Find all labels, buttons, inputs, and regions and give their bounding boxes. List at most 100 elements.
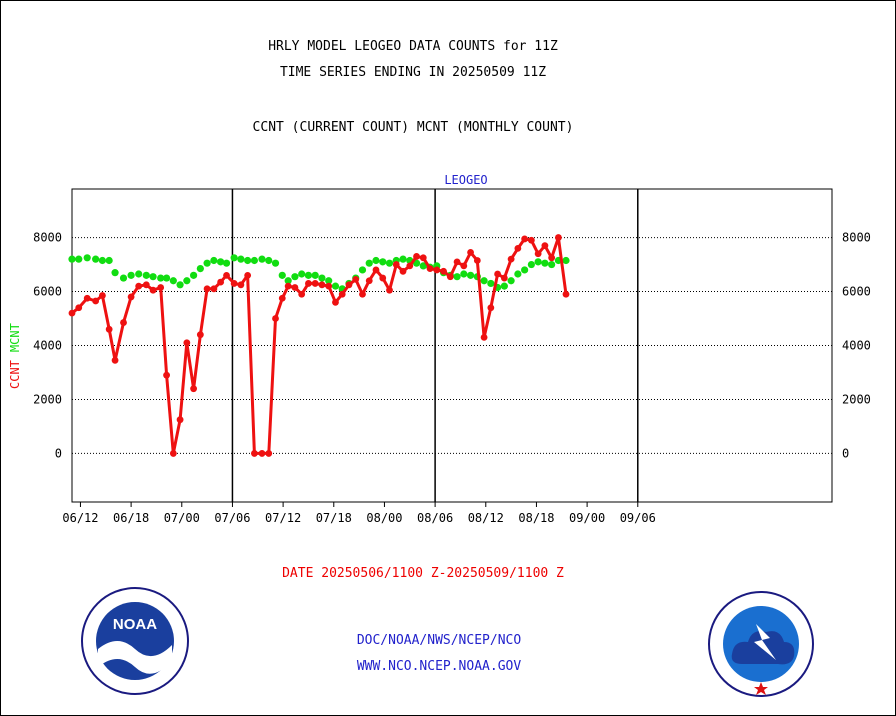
mcnt-point <box>196 264 204 273</box>
ccnt-point <box>311 280 319 287</box>
ccnt-point <box>190 385 198 393</box>
ccnt-point <box>169 450 177 457</box>
mcnt-point <box>331 282 340 290</box>
ccnt-point <box>555 234 562 241</box>
mcnt-point <box>453 273 461 281</box>
mcnt-point <box>514 270 522 278</box>
ccnt-point <box>527 236 535 244</box>
mcnt-point <box>265 256 273 265</box>
noaa-logo-wordmark: NOAA <box>113 616 157 633</box>
ccnt-point <box>105 325 113 333</box>
y-tick-label-left: 6000 <box>33 285 62 299</box>
ccnt-point <box>440 267 447 275</box>
ccnt-point <box>419 254 427 262</box>
ccnt-point <box>284 282 292 290</box>
ccnt-point <box>298 290 306 298</box>
mcnt-point <box>466 271 475 279</box>
ccnt-point <box>372 266 380 274</box>
mcnt-point <box>105 256 113 265</box>
mcnt-point <box>169 277 177 285</box>
y-tick-label-right: 4000 <box>842 339 871 353</box>
ccnt-point <box>223 271 230 279</box>
ccnt-point <box>386 286 393 294</box>
mcnt-point <box>278 271 286 279</box>
mcnt-point <box>562 256 570 265</box>
noaa-logo: NOAA <box>81 587 189 695</box>
y-tick-label-right: 2000 <box>842 392 871 406</box>
mcnt-point <box>203 259 211 267</box>
ccnt-point <box>413 253 420 260</box>
ccnt-point <box>426 265 434 272</box>
ccnt-point <box>258 450 266 457</box>
x-tick-label: 07/18 <box>316 511 352 525</box>
mcnt-point <box>157 274 165 282</box>
mcnt-point <box>298 270 306 278</box>
ccnt-point <box>318 281 326 289</box>
ccnt-point <box>272 315 279 322</box>
mcnt-point <box>142 271 150 279</box>
ccnt-point <box>399 267 407 275</box>
ccnt-point <box>135 282 143 290</box>
ccnt-point <box>338 290 346 298</box>
mcnt-point <box>487 279 495 288</box>
mcnt-point <box>127 271 135 279</box>
nws-logo-lightning <box>754 624 776 660</box>
mcnt-point <box>419 262 427 270</box>
x-tick-label: 06/12 <box>62 511 98 525</box>
ccnt-point <box>460 262 468 270</box>
noaa-logo-gull <box>98 641 172 674</box>
mcnt-point <box>92 255 100 263</box>
ccnt-point <box>433 266 441 274</box>
mcnt-point <box>372 256 380 265</box>
series-title: LEOGEO <box>444 173 487 187</box>
ccnt-point <box>446 273 454 281</box>
ccnt-point <box>541 242 549 250</box>
ccnt-point <box>244 271 252 279</box>
mcnt-point <box>385 259 394 267</box>
ccnt-point <box>507 255 515 263</box>
ccnt-point <box>196 331 204 339</box>
mcnt-point <box>379 258 387 266</box>
ccnt-point <box>379 274 387 282</box>
ccnt-point <box>163 371 170 379</box>
mcnt-point <box>291 273 299 281</box>
y-tick-label-right: 0 <box>842 446 849 460</box>
ccnt-point <box>514 244 522 252</box>
ccnt-point <box>305 280 312 287</box>
ccnt-point <box>99 292 106 299</box>
y-tick-label-right: 6000 <box>842 285 871 299</box>
ccnt-point <box>494 270 501 278</box>
x-tick-label: 07/12 <box>265 511 301 525</box>
ccnt-point <box>210 285 218 293</box>
ccnt-point <box>230 280 238 287</box>
ccnt-point <box>534 250 542 258</box>
x-tick-label: 08/18 <box>518 511 554 525</box>
mcnt-point <box>358 266 367 274</box>
chart-title-line-1: HRLY MODEL LEOGEO DATA COUNTS for 11Z <box>268 39 558 54</box>
mcnt-point <box>304 271 313 279</box>
footer-org-path: DOC/NOAA/NWS/NCEP/NCO <box>356 633 522 648</box>
y-axis-label-ccnt: CCNT <box>8 360 22 389</box>
ccnt-point <box>467 249 474 256</box>
x-tick-label: 06/18 <box>113 511 149 525</box>
y-tick-label-left: 8000 <box>33 231 62 245</box>
ccnt-point <box>157 284 165 291</box>
mcnt-point <box>119 274 128 282</box>
ccnt-point <box>251 450 258 457</box>
mcnt-point <box>534 258 542 266</box>
mcnt-point <box>548 260 556 269</box>
mcnt-point <box>244 256 252 265</box>
chart-title-line-2: TIME SERIES ENDING IN 20250509 11Z <box>279 65 547 80</box>
mcnt-point <box>325 277 333 285</box>
y-tick-label-left: 0 <box>55 446 62 460</box>
x-tick-label: 09/06 <box>620 511 656 525</box>
ccnt-point <box>487 304 495 312</box>
y-axis-label: CCNT MCNT <box>8 323 22 389</box>
ccnt-point <box>562 290 570 298</box>
mcnt-point <box>541 259 549 267</box>
ccnt-point <box>453 258 461 266</box>
ccnt-point <box>75 304 83 312</box>
mcnt-point <box>500 282 508 290</box>
ccnt-point <box>83 294 91 302</box>
